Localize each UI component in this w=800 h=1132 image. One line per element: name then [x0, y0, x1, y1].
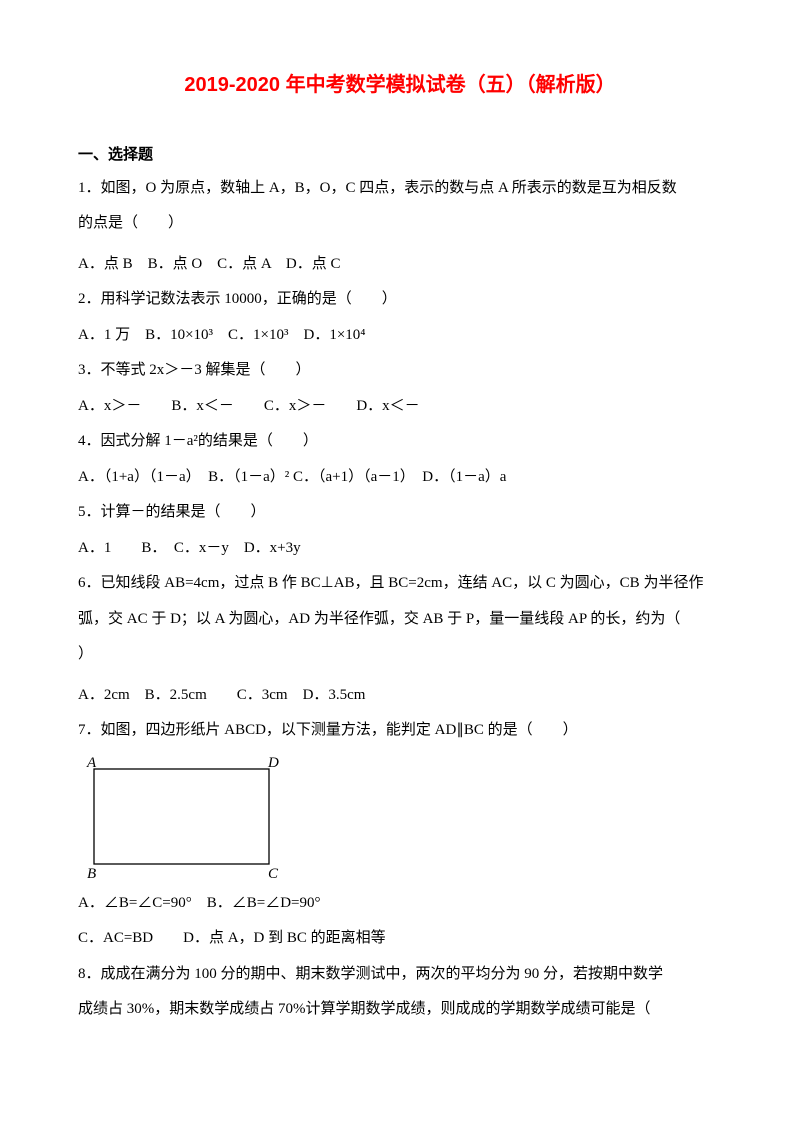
q1-stem-line1: 1．如图，O 为原点，数轴上 A，B，O，C 四点，表示的数与点 A 所表示的数…	[78, 177, 722, 200]
page-title: 2019-2020 年中考数学模拟试卷（五）（解析版）	[78, 70, 722, 100]
q1-stem-line2: 的点是（ ）	[78, 212, 722, 235]
q3-stem: 3．不等式 2x＞－3 解集是（ ）	[78, 359, 722, 382]
q5-stem: 5．计算－的结果是（ ）	[78, 501, 722, 524]
q1-options: A．点 B B．点 O C．点 A D．点 C	[78, 253, 722, 276]
q6-stem-line1: 6．已知线段 AB=4cm，过点 B 作 BC⊥AB，且 BC=2cm，连结 A…	[78, 572, 722, 595]
rect-shape	[94, 769, 269, 864]
label-A: A	[86, 755, 97, 771]
q7-figure-rectangle: A D B C	[82, 755, 722, 880]
q4-stem: 4．因式分解 1－a²的结果是（ ）	[78, 430, 722, 453]
section-heading: 一、选择题	[78, 144, 722, 167]
q6-stem-line3: ）	[78, 643, 722, 666]
q6-stem-line2: 弧，交 AC 于 D；以 A 为圆心，AD 为半径作弧，交 AB 于 P，量一量…	[78, 608, 722, 631]
q6-options: A．2cm B．2.5cm C．3cm D．3.5cm	[78, 684, 722, 707]
q4-options: A．（1+a）（1－a） B．（1－a）² C．（a+1）（a－1） D．（1－…	[78, 466, 722, 489]
q7-options-line2: C．AC=BD D．点 A，D 到 BC 的距离相等	[78, 927, 722, 950]
q5-options: A．1 B． C．x－y D．x+3y	[78, 537, 722, 560]
q8-stem-line2: 成绩占 30%，期末数学成绩占 70%计算学期数学成绩，则成成的学期数学成绩可能…	[78, 998, 722, 1021]
q2-options: A．1 万 B．10×10³ C．1×10³ D．1×10⁴	[78, 324, 722, 347]
label-B: B	[87, 866, 96, 880]
q2-stem: 2．用科学记数法表示 10000，正确的是（ ）	[78, 288, 722, 311]
q7-options-line1: A．∠B=∠C=90° B．∠B=∠D=90°	[78, 892, 722, 915]
label-D: D	[267, 755, 279, 771]
q7-stem: 7．如图，四边形纸片 ABCD，以下测量方法，能判定 AD∥BC 的是（ ）	[78, 719, 722, 742]
q8-stem-line1: 8．成成在满分为 100 分的期中、期末数学测试中，两次的平均分为 90 分，若…	[78, 963, 722, 986]
label-C: C	[268, 866, 279, 880]
q3-options: A．x＞－ B．x＜－ C．x＞－ D．x＜－	[78, 395, 722, 418]
